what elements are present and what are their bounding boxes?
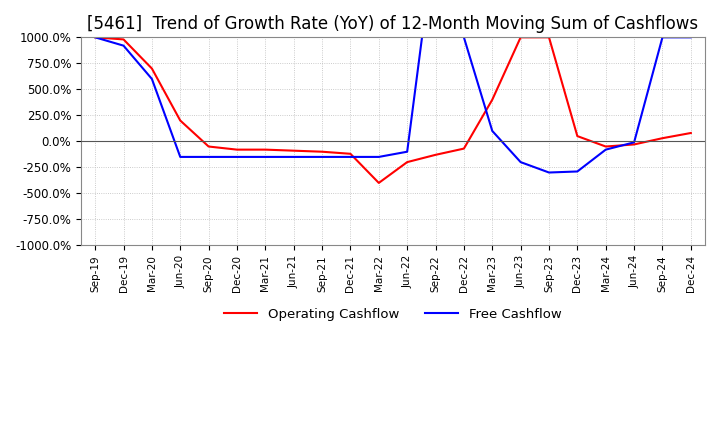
Free Cashflow (516, 159, 525, 165)
Operating Cashflow (516, 35, 525, 40)
Free Cashflow (403, 149, 412, 154)
Free Cashflow (658, 35, 667, 40)
Operating Cashflow (176, 118, 184, 123)
Operating Cashflow (686, 130, 695, 136)
Free Cashflow (120, 43, 128, 48)
Operating Cashflow (233, 147, 241, 152)
Title: [5461]  Trend of Growth Rate (YoY) of 12-Month Moving Sum of Cashflows: [5461] Trend of Growth Rate (YoY) of 12-… (87, 15, 698, 33)
Operating Cashflow (601, 144, 610, 149)
Free Cashflow (91, 35, 99, 40)
Operating Cashflow (346, 151, 355, 157)
Line: Operating Cashflow: Operating Cashflow (95, 37, 690, 183)
Free Cashflow (630, 140, 639, 145)
Free Cashflow (346, 154, 355, 160)
Free Cashflow (601, 147, 610, 152)
Operating Cashflow (318, 149, 326, 154)
Operating Cashflow (544, 35, 553, 40)
Free Cashflow (459, 35, 468, 40)
Free Cashflow (318, 154, 326, 160)
Legend: Operating Cashflow, Free Cashflow: Operating Cashflow, Free Cashflow (219, 302, 567, 326)
Operating Cashflow (91, 35, 99, 40)
Operating Cashflow (403, 159, 412, 165)
Free Cashflow (544, 170, 553, 175)
Free Cashflow (204, 154, 213, 160)
Operating Cashflow (261, 147, 270, 152)
Free Cashflow (374, 154, 383, 160)
Free Cashflow (686, 35, 695, 40)
Operating Cashflow (459, 146, 468, 151)
Operating Cashflow (374, 180, 383, 186)
Free Cashflow (233, 154, 241, 160)
Free Cashflow (573, 169, 582, 174)
Operating Cashflow (488, 97, 497, 103)
Free Cashflow (176, 154, 184, 160)
Operating Cashflow (658, 136, 667, 141)
Free Cashflow (289, 154, 298, 160)
Line: Free Cashflow: Free Cashflow (95, 0, 690, 172)
Operating Cashflow (148, 66, 156, 71)
Operating Cashflow (120, 37, 128, 42)
Operating Cashflow (431, 152, 440, 158)
Operating Cashflow (289, 148, 298, 153)
Free Cashflow (261, 154, 270, 160)
Operating Cashflow (204, 144, 213, 149)
Operating Cashflow (573, 133, 582, 139)
Free Cashflow (148, 76, 156, 81)
Operating Cashflow (630, 142, 639, 147)
Free Cashflow (488, 128, 497, 134)
